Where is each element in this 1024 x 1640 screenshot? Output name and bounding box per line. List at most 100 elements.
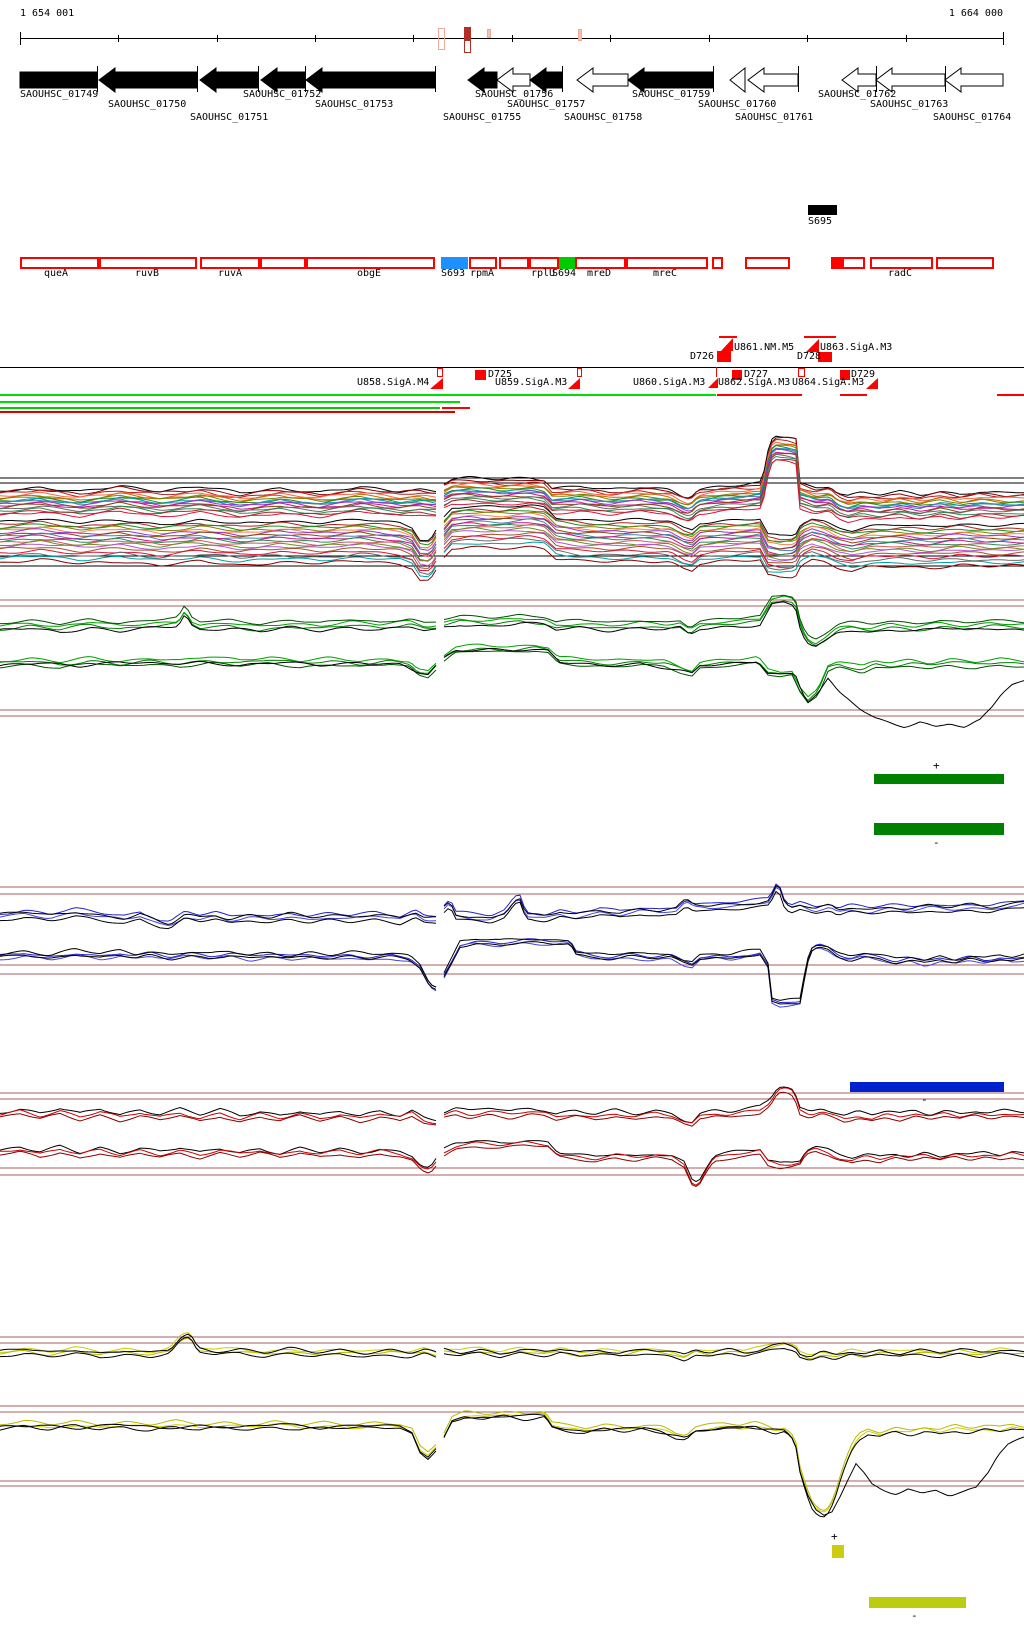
green-sample-coverage-series-3: [0, 594, 1024, 640]
annotation-red-box-4[interactable]: [840, 370, 850, 380]
gene-box-label-mreC: mreC: [653, 268, 678, 279]
gene-box-7[interactable]: [499, 257, 529, 269]
annotation-red-box-3[interactable]: [732, 370, 742, 380]
red-sample-coverage-series-0: [0, 1086, 1024, 1124]
green-plus-strand-bar[interactable]: [874, 774, 1004, 784]
annotation-flag-pole-box-0: [437, 368, 443, 377]
annotation-label-D725[interactable]: D725: [488, 369, 513, 380]
annotation-label-D729[interactable]: D729: [851, 369, 876, 380]
ruler-tick-5: [610, 35, 611, 42]
gene-label-SAOUHSC_01762: SAOUHSC_01762: [818, 89, 897, 100]
gene-label-SAOUHSC_01757: SAOUHSC_01757: [507, 99, 586, 110]
red-sample-coverage-series-1: [0, 1087, 1024, 1125]
gene-label-SAOUHSC_01749: SAOUHSC_01749: [20, 89, 99, 100]
yellow-plus-marker[interactable]: [832, 1545, 844, 1558]
annotation-label-U860.SigA.M3[interactable]: U860.SigA.M3: [633, 377, 706, 388]
all-samples-coverage-series-12: [0, 453, 1024, 517]
gene-box-label-obgE: obgE: [357, 268, 382, 279]
gene-box-obgE[interactable]: [306, 257, 435, 269]
annotation-flag-triangle-4[interactable]: [708, 378, 718, 388]
gene-box-mreC[interactable]: [626, 257, 708, 269]
annotation-label-U864.SigA.M3[interactable]: U864.SigA.M3: [792, 377, 865, 388]
annotation-label-U862.SigA.M3[interactable]: U862.SigA.M3: [718, 377, 791, 388]
gene-box-rplU[interactable]: [529, 257, 559, 269]
gene-box-queA[interactable]: [20, 257, 99, 269]
gene-box-label-ruvA: ruvA: [218, 268, 243, 279]
annotation-label-D727[interactable]: D727: [744, 369, 769, 380]
gene-box-label-rplU: rplU: [531, 268, 556, 279]
annotation-label-U859.SigA.M3[interactable]: U859.SigA.M3: [495, 377, 568, 388]
yellow-sample-coverage-series-5: [0, 1410, 1024, 1512]
gene-arrow-SAOUHSC_01749[interactable]: [19, 71, 98, 89]
gene-box-12[interactable]: [712, 257, 723, 269]
all-samples-coverage-series-19: [0, 511, 1024, 549]
annotation-label-U858.SigA.M4[interactable]: U858.SigA.M4: [357, 377, 430, 388]
yellow-minus-strand-bar[interactable]: [869, 1597, 966, 1608]
all-samples-coverage-series-33: [0, 545, 1024, 581]
gene-box-rpmA[interactable]: [469, 257, 497, 269]
annotation-flag-triangle-5[interactable]: [866, 378, 878, 389]
ruler-tick-4: [512, 35, 513, 42]
gene-box-mreD[interactable]: [575, 257, 626, 269]
prediction-underline-2: [840, 394, 867, 396]
yellow-sample-coverage-series-7: [0, 1413, 1024, 1516]
annotation-flag-triangle-3[interactable]: [568, 378, 580, 389]
blue-sample-coverage-series-6: [0, 938, 1024, 1001]
ruler-start-label: 1 654 001: [20, 8, 75, 19]
gene-box-3[interactable]: [260, 257, 306, 269]
gene-box-S694[interactable]: [559, 257, 575, 269]
gene-label-SAOUHSC_01755: SAOUHSC_01755: [443, 112, 522, 123]
gene-arrow-SAOUHSC_01760[interactable]: [729, 66, 746, 94]
annotation-label-U863.SigA.M3[interactable]: U863.SigA.M3: [820, 342, 893, 353]
gene-arrow-SAOUHSC_01764[interactable]: [944, 67, 1004, 93]
blue-sample-coverage-series-1: [0, 886, 1024, 927]
gene-arrow-SAOUHSC_01753[interactable]: [305, 67, 436, 93]
gene-box-S693[interactable]: [441, 257, 468, 269]
all-samples-coverage-series-15: [0, 459, 1024, 524]
blue-minus-strand-bar[interactable]: [850, 1082, 1004, 1092]
green-minus-strand-bar-sign: -: [933, 836, 940, 849]
ruler-end-tick-1: [1003, 32, 1004, 45]
annotation-label-D726[interactable]: D726: [690, 351, 715, 362]
gene-arrow-SAOUHSC_01758[interactable]: [576, 67, 629, 93]
gene-label-SAOUHSC_01753: SAOUHSC_01753: [315, 99, 394, 110]
ruler-tick-1: [217, 35, 218, 42]
all-samples-coverage-series-22: [0, 518, 1024, 556]
gene-box-solid-mark-14: [831, 257, 844, 269]
annotation-flag-triangle-2[interactable]: [430, 378, 443, 389]
green-sample-coverage-series-7: [0, 647, 1024, 729]
s695-box[interactable]: [808, 205, 837, 215]
all-samples-coverage-series-5: [0, 444, 1024, 506]
gene-box-radC[interactable]: [870, 257, 933, 269]
blue-sample-coverage-series-0: [0, 883, 1024, 922]
annotation-red-box-0[interactable]: [717, 351, 731, 362]
ruler-tick-2: [315, 35, 316, 42]
all-samples-coverage-series-16: [0, 504, 1024, 542]
annotation-red-box-2[interactable]: [475, 370, 486, 380]
annotation-label-D728[interactable]: D728: [797, 351, 822, 362]
gene-box-16[interactable]: [936, 257, 994, 269]
gene-box-label-radC: radC: [888, 268, 913, 279]
annotation-flag-triangle-1[interactable]: [806, 339, 819, 352]
gene-boundary-tick-5: [562, 66, 563, 92]
red-sample-coverage-series-5: [0, 1144, 1024, 1187]
gene-box-label-ruvB: ruvB: [135, 268, 160, 279]
gene-arrow-SAOUHSC_01750[interactable]: [98, 67, 198, 93]
red-sample-coverage-series-3: [0, 1140, 1024, 1183]
gene-box-label-queA: queA: [44, 268, 69, 279]
annotation-topline-1: [804, 336, 836, 338]
annotation-label-U861.NM.M5[interactable]: U861.NM.M5: [734, 342, 795, 353]
green-minus-strand-bar[interactable]: [874, 823, 1004, 835]
annotation-flag-triangle-0[interactable]: [721, 338, 733, 351]
red-sample-coverage-series-2: [0, 1091, 1024, 1127]
yellow-sample-coverage-series-2: [0, 1333, 1024, 1358]
annotation-red-box-1[interactable]: [818, 352, 832, 362]
green-sample-coverage-series-5: [0, 643, 1024, 698]
gene-box-ruvA[interactable]: [200, 257, 260, 269]
gene-box-ruvB[interactable]: [99, 257, 197, 269]
gene-arrow-SAOUHSC_01761[interactable]: [747, 67, 799, 93]
gene-box-13[interactable]: [745, 257, 790, 269]
annotation-flag-pole-box-1: [577, 368, 582, 377]
annotation-flag-pole-box-2: [798, 368, 805, 377]
